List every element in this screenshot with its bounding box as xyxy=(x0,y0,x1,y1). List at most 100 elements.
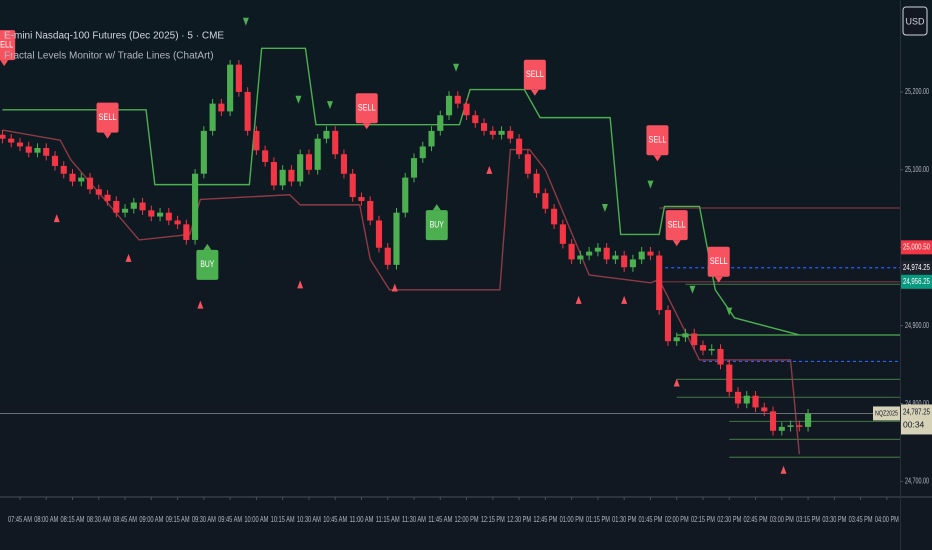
candle-body xyxy=(95,189,102,195)
candle-body xyxy=(796,425,803,427)
candle-body xyxy=(726,364,733,392)
candle-body xyxy=(349,173,356,198)
candle-body xyxy=(778,426,785,431)
last-price-box xyxy=(901,404,932,435)
candle-body xyxy=(192,173,199,240)
signal-label: SELL xyxy=(99,112,117,122)
signal-box xyxy=(523,59,546,90)
candle-body xyxy=(586,251,593,256)
y-tick-label: 24,900.00 xyxy=(905,320,929,330)
x-tick-label: 03:15 PM xyxy=(796,515,820,524)
fractal-low xyxy=(575,295,582,304)
candle-body xyxy=(279,169,286,186)
x-tick-label: 01:45 PM xyxy=(638,515,662,524)
candle-body xyxy=(367,200,374,221)
candle-body xyxy=(472,115,479,124)
signal-label: SELL xyxy=(526,69,544,79)
x-tick-label: 01:15 PM xyxy=(586,515,610,524)
candle-body xyxy=(743,395,750,404)
candle-body xyxy=(787,425,794,427)
x-tick-label: 01:30 PM xyxy=(612,515,636,524)
candle-body xyxy=(691,333,698,346)
fractal-high xyxy=(647,180,654,189)
candle-body xyxy=(507,130,514,139)
price-label: 24,974.25 xyxy=(903,262,930,272)
signal-box xyxy=(425,210,448,241)
signal-label: SELL xyxy=(648,135,666,145)
candle-body xyxy=(218,103,225,112)
candle-body xyxy=(612,255,619,260)
x-tick-label: 12:45 PM xyxy=(533,515,557,524)
candle-body xyxy=(402,177,409,213)
candle-body xyxy=(69,173,76,182)
price-label: 24,956.25 xyxy=(903,276,930,286)
candle-body xyxy=(139,202,146,211)
candle-body xyxy=(148,210,155,217)
candle-body xyxy=(551,208,558,225)
candle-body xyxy=(113,200,120,213)
y-tick-label: 24,800.00 xyxy=(905,398,929,408)
currency[interactable]: USD xyxy=(905,16,925,26)
x-tick-label: 08:30 AM xyxy=(87,515,111,524)
last-price-label: 24,787.25 xyxy=(903,407,930,417)
candle-body xyxy=(682,333,689,338)
fractal-low xyxy=(780,465,787,474)
currency-box[interactable] xyxy=(902,6,928,36)
signal-label: SELL xyxy=(0,40,13,50)
y-tick-label: 25,200.00 xyxy=(905,86,929,96)
x-tick-label: 09:15 AM xyxy=(166,515,190,524)
fractal-high xyxy=(326,101,333,110)
candle-body xyxy=(34,148,41,153)
candle-body xyxy=(463,103,470,116)
fractal-high xyxy=(453,63,460,72)
x-tick-label: 11:45 AM xyxy=(428,515,452,524)
candle-body xyxy=(332,130,339,155)
x-tick-label: 10:00 AM xyxy=(244,515,268,524)
x-tick-label: 12:15 PM xyxy=(481,515,505,524)
x-tick-label: 09:45 AM xyxy=(218,515,242,524)
candle-body xyxy=(480,123,488,131)
x-tick-label: 10:30 AM xyxy=(297,515,321,524)
candle-body xyxy=(270,162,277,186)
candle-body xyxy=(638,251,645,260)
candle-body xyxy=(305,154,312,170)
signal-pointer xyxy=(432,204,441,211)
fractal-low xyxy=(297,280,304,289)
x-tick-label: 01:00 PM xyxy=(560,515,584,524)
candle-body xyxy=(60,165,67,174)
signal-label: SELL xyxy=(668,220,686,230)
candle-body xyxy=(235,64,242,92)
signal-box xyxy=(646,125,669,156)
candle-body xyxy=(524,154,531,174)
candle-body xyxy=(340,154,348,174)
x-tick-label: 11:15 AM xyxy=(376,515,400,524)
signal-pointer xyxy=(672,240,681,247)
price-label-box xyxy=(901,240,932,255)
candle-body xyxy=(86,177,94,190)
x-tick-label: 03:45 PM xyxy=(849,515,873,524)
candle-body xyxy=(708,348,715,351)
x-tick-label: 11:00 AM xyxy=(349,515,373,524)
signal-pointer xyxy=(530,89,539,96)
candle-body xyxy=(542,193,549,209)
candle-body xyxy=(769,411,777,431)
countdown: 00:34 xyxy=(903,420,925,430)
candle-body xyxy=(419,146,426,159)
x-tick-label: 04:00 PM xyxy=(875,515,899,524)
candle-body xyxy=(244,91,251,131)
candle-body xyxy=(761,407,768,412)
x-tick-label: 11:30 AM xyxy=(402,515,426,524)
candle-body xyxy=(209,103,216,131)
candle-body xyxy=(174,220,181,225)
candle-body xyxy=(0,134,6,139)
x-tick-label: 09:00 AM xyxy=(139,515,163,524)
candle-body xyxy=(16,142,24,147)
price-label: 25,000.50 xyxy=(903,242,930,252)
x-tick-label: 02:45 PM xyxy=(744,515,768,524)
candle-body xyxy=(183,224,190,240)
candle-body xyxy=(104,194,111,201)
candle-body xyxy=(262,150,269,163)
candle-body xyxy=(253,130,260,151)
candle-body xyxy=(393,212,400,265)
